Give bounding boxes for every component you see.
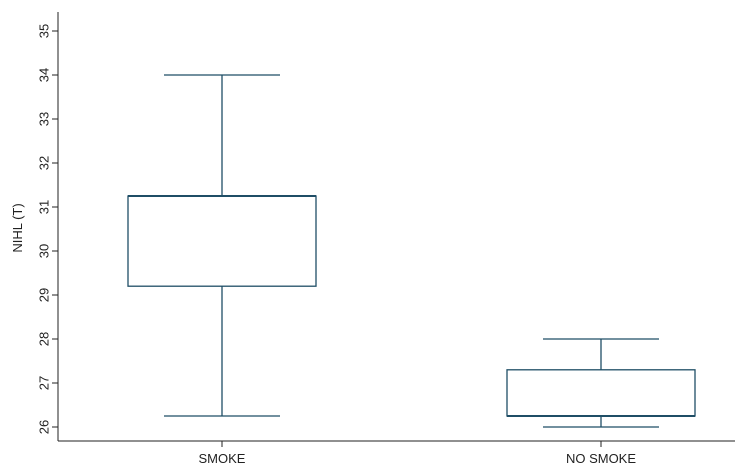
box-series (127, 74, 696, 428)
y-tick-label: 29 (37, 288, 52, 302)
box-smoke (127, 74, 317, 417)
y-tick-label: 27 (37, 376, 52, 390)
axes (57, 12, 735, 442)
y-tick-label: 32 (37, 156, 52, 170)
x-tick-label: SMOKE (199, 451, 246, 466)
y-tick-label: 30 (37, 244, 52, 258)
y-axis-ticks: 26 27 28 29 30 31 32 33 34 35 (37, 24, 58, 434)
y-tick-label: 28 (37, 332, 52, 346)
box-no-smoke (506, 338, 696, 428)
box-iqr (506, 369, 696, 417)
x-tick-label: NO SMOKE (566, 451, 636, 466)
y-tick-label: 26 (37, 420, 52, 434)
x-axis-ticks: SMOKE NO SMOKE (199, 441, 636, 466)
y-tick-label: 31 (37, 200, 52, 214)
y-tick-label: 35 (37, 24, 52, 38)
y-axis-label: NIHL (T) (10, 203, 25, 252)
box-iqr (127, 195, 317, 287)
y-tick-label: 34 (37, 68, 52, 82)
y-tick-label: 33 (37, 112, 52, 126)
